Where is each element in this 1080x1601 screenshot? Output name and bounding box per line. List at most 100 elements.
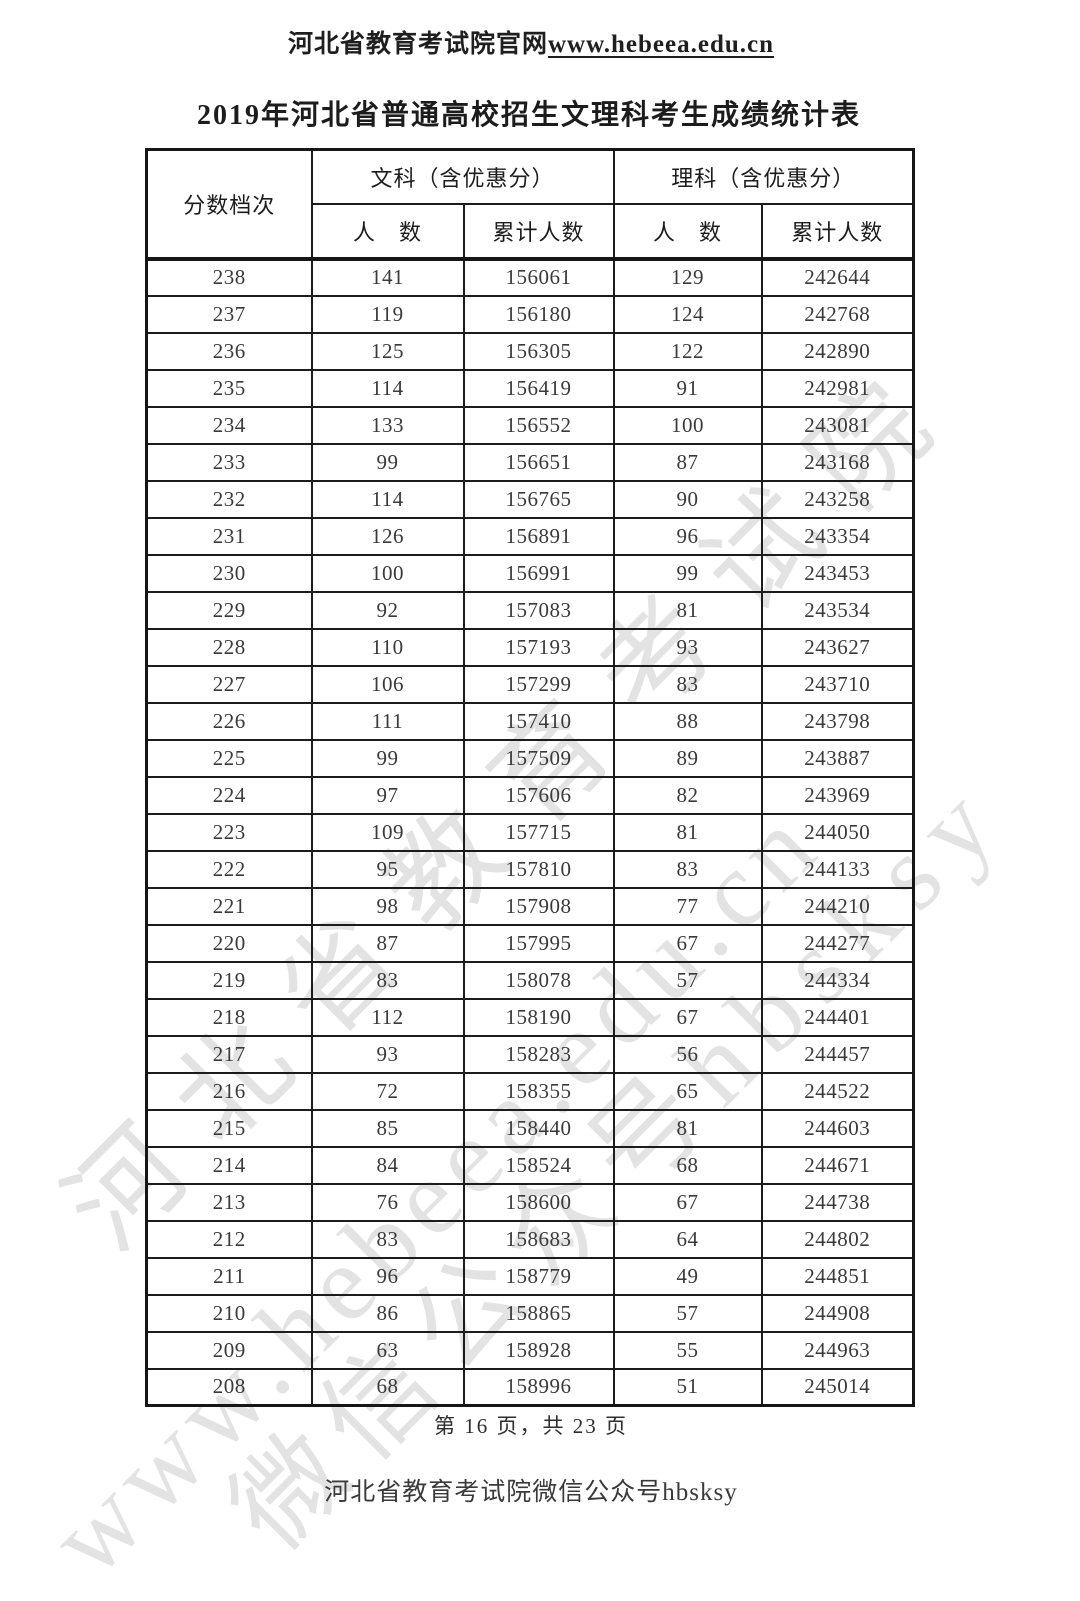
- cell-wen-count: 125: [310, 331, 465, 371]
- cell-li-count: 82: [612, 775, 763, 815]
- cell-wen-count: 72: [310, 1071, 465, 1111]
- cell-wen-count: 76: [310, 1182, 465, 1222]
- cell-wen-cum: 157810: [462, 849, 615, 889]
- header-wen-cumulative: 累计人数: [462, 202, 615, 261]
- cell-wen-count: 84: [310, 1145, 465, 1185]
- table-header-group-row: 分数档次 文科（含优惠分） 理科（含优惠分）: [145, 148, 915, 261]
- cell-score: 226: [145, 701, 313, 741]
- table-row: 215 85 158440 81 244603: [145, 1108, 915, 1148]
- cell-wen-cum: 156765: [462, 479, 615, 519]
- cell-wen-count: 68: [310, 1367, 465, 1407]
- wechat-footer: 河北省教育考试院微信公众号hbsksy: [324, 1479, 738, 1506]
- cell-wen-cum: 158865: [462, 1293, 615, 1333]
- cell-li-count: 93: [612, 627, 763, 667]
- header-wen-count: 人 数: [310, 202, 465, 261]
- cell-score: 224: [145, 775, 313, 815]
- cell-li-cum: 244334: [760, 960, 915, 1000]
- cell-wen-cum: 158440: [462, 1108, 615, 1148]
- cell-score: 232: [145, 479, 313, 519]
- cell-li-cum: 244133: [760, 849, 915, 889]
- table-row: 232 114 156765 90 243258: [145, 479, 915, 519]
- cell-score: 231: [145, 516, 313, 556]
- cell-wen-cum: 156061: [462, 257, 615, 297]
- cell-li-count: 88: [612, 701, 763, 741]
- cell-li-count: 89: [612, 738, 763, 778]
- cell-li-cum: 244522: [760, 1071, 915, 1111]
- cell-wen-cum: 157193: [462, 627, 615, 667]
- cell-li-count: 57: [612, 960, 763, 1000]
- cell-wen-cum: 158600: [462, 1182, 615, 1222]
- cell-li-cum: 244277: [760, 923, 915, 963]
- table-row: 217 93 158283 56 244457: [145, 1034, 915, 1074]
- table-row: 231 126 156891 96 243354: [145, 516, 915, 556]
- cell-score: 227: [145, 664, 313, 704]
- table-row: 228 110 157193 93 243627: [145, 627, 915, 667]
- cell-score: 234: [145, 405, 313, 445]
- cell-wen-count: 86: [310, 1293, 465, 1333]
- cell-li-count: 122: [612, 331, 763, 371]
- cell-li-count: 65: [612, 1071, 763, 1111]
- cell-score: 223: [145, 812, 313, 852]
- cell-li-cum: 244802: [760, 1219, 915, 1259]
- cell-li-count: 55: [612, 1330, 763, 1370]
- cell-wen-cum: 157995: [462, 923, 615, 963]
- cell-li-count: 81: [612, 1108, 763, 1148]
- header-group-science: 理科（含优惠分）: [612, 148, 915, 205]
- table-row: 238 141 156061 129 242644: [145, 257, 915, 297]
- cell-li-cum: 244738: [760, 1182, 915, 1222]
- cell-li-count: 81: [612, 812, 763, 852]
- cell-score: 212: [145, 1219, 313, 1259]
- cell-wen-cum: 158190: [462, 997, 615, 1037]
- cell-wen-cum: 156891: [462, 516, 615, 556]
- cell-wen-count: 83: [310, 1219, 465, 1259]
- header-score-level: 分数档次: [145, 148, 313, 261]
- cell-li-cum: 242768: [760, 294, 915, 334]
- cell-li-cum: 244210: [760, 886, 915, 926]
- cell-score: 228: [145, 627, 313, 667]
- table-row: 220 87 157995 67 244277: [145, 923, 915, 963]
- table-header-sub-row: 人 数 累计人数 人 数 累计人数: [147, 202, 915, 261]
- cell-score: 211: [145, 1256, 313, 1296]
- cell-score: 221: [145, 886, 313, 926]
- cell-wen-count: 96: [310, 1256, 465, 1296]
- table-header: 分数档次 文科（含优惠分） 理科（含优惠分） 人 数 累计人数 人 数 累计人数: [145, 148, 915, 261]
- cell-li-count: 81: [612, 590, 763, 630]
- cell-li-cum: 243627: [760, 627, 915, 667]
- cell-score: 229: [145, 590, 313, 630]
- cell-wen-cum: 158683: [462, 1219, 615, 1259]
- cell-li-count: 49: [612, 1256, 763, 1296]
- cell-wen-cum: 157083: [462, 590, 615, 630]
- cell-score: 215: [145, 1108, 313, 1148]
- table-row: 216 72 158355 65 244522: [145, 1071, 915, 1111]
- cell-wen-count: 133: [310, 405, 465, 445]
- cell-li-count: 51: [612, 1367, 763, 1407]
- cell-li-count: 77: [612, 886, 763, 926]
- cell-li-count: 91: [612, 368, 763, 408]
- cell-li-cum: 242890: [760, 331, 915, 371]
- cell-li-count: 67: [612, 923, 763, 963]
- cell-li-count: 64: [612, 1219, 763, 1259]
- table-row: 237 119 156180 124 242768: [145, 294, 915, 334]
- cell-li-count: 96: [612, 516, 763, 556]
- cell-wen-cum: 156991: [462, 553, 615, 593]
- cell-wen-count: 114: [310, 479, 465, 519]
- table-row: 211 96 158779 49 244851: [145, 1256, 915, 1296]
- table-row: 210 86 158865 57 244908: [145, 1293, 915, 1333]
- cell-li-count: 99: [612, 553, 763, 593]
- cell-li-count: 124: [612, 294, 763, 334]
- cell-score: 210: [145, 1293, 313, 1333]
- cell-li-count: 57: [612, 1293, 763, 1333]
- cell-wen-count: 92: [310, 590, 465, 630]
- cell-score: 235: [145, 368, 313, 408]
- cell-li-count: 83: [612, 664, 763, 704]
- cell-wen-count: 126: [310, 516, 465, 556]
- table-row: 236 125 156305 122 242890: [145, 331, 915, 371]
- cell-wen-count: 112: [310, 997, 465, 1037]
- cell-wen-count: 95: [310, 849, 465, 889]
- cell-wen-cum: 157606: [462, 775, 615, 815]
- cell-wen-cum: 156419: [462, 368, 615, 408]
- cell-wen-cum: 157410: [462, 701, 615, 741]
- cell-li-cum: 244457: [760, 1034, 915, 1074]
- table-row: 219 83 158078 57 244334: [145, 960, 915, 1000]
- cell-wen-count: 87: [310, 923, 465, 963]
